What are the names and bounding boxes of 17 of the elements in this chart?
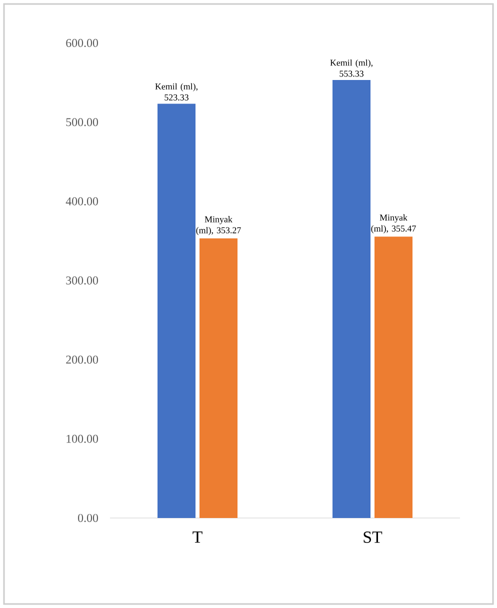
data-label: Kemil (ml), 553.33 xyxy=(330,59,372,77)
data-label: Kemil (ml), 523.33 xyxy=(155,83,198,100)
x-tick-label: ST xyxy=(364,532,382,543)
y-tick-label: 0.00 xyxy=(78,514,98,522)
bar xyxy=(200,238,238,518)
y-tick-label: 400.00 xyxy=(66,197,98,206)
bar xyxy=(374,236,413,518)
bar xyxy=(158,104,196,518)
x-tick-label: T xyxy=(192,532,202,543)
y-tick-label: 600.00 xyxy=(66,38,98,48)
y-tick-label: 200.00 xyxy=(66,356,98,364)
data-label: Minyak (ml), 355.47 xyxy=(371,214,416,234)
y-tick-label: 300.00 xyxy=(66,276,98,285)
bar xyxy=(332,80,371,518)
y-tick-label: 500.00 xyxy=(66,118,98,126)
data-label: Minyak (ml), 353.27 xyxy=(196,216,241,236)
y-tick-label: 100.00 xyxy=(66,434,98,443)
